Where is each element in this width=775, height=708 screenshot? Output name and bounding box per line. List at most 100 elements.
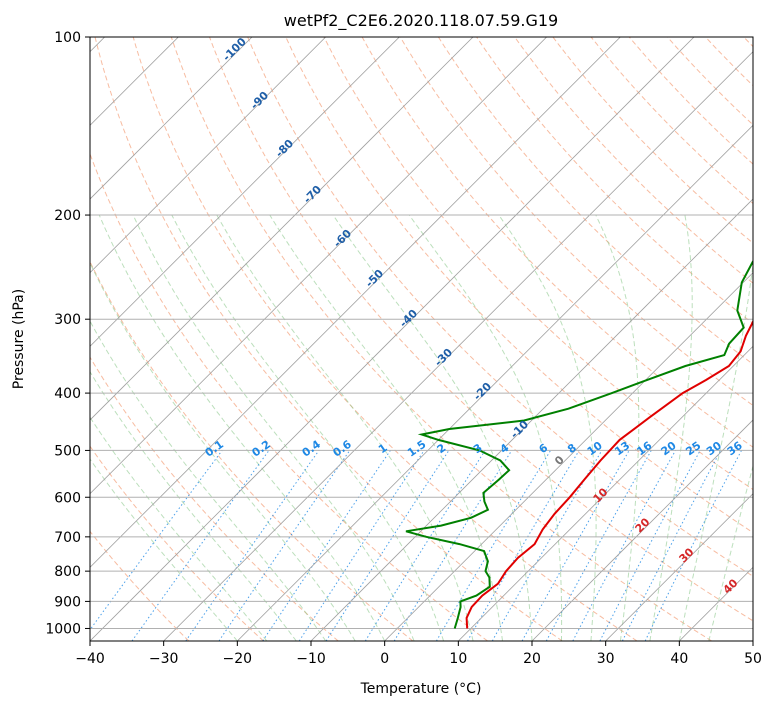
x-axis-ticks: −40 −30 −20 −10 0 10 20 30 40 50 — [75, 641, 762, 667]
isotherm-line — [384, 272, 753, 641]
dry-adiabat-label: -50 — [363, 267, 386, 290]
mixing-ratio-line — [599, 450, 701, 641]
isotherm-line — [531, 419, 753, 641]
moist-adiabat-line — [90, 261, 356, 641]
isotherm-line — [310, 198, 753, 641]
mixing-ratio-label: 0.2 — [250, 438, 273, 460]
dry-adiabat-line — [247, 37, 753, 577]
plot-frame — [89, 36, 754, 642]
moist-adiabat-label: 40 — [721, 576, 741, 596]
profile-line — [465, 319, 753, 629]
moist-adiabat-line — [498, 214, 597, 641]
mixing-ratio-label: 0.4 — [300, 438, 324, 460]
y-tick-label: 600 — [54, 490, 81, 506]
x-tick-label: 50 — [744, 651, 762, 667]
mixing-ratio-label: 16 — [634, 439, 654, 459]
y-tick-label: 1000 — [45, 621, 81, 637]
y-tick-label: 100 — [54, 30, 81, 46]
x-tick-label: −20 — [223, 651, 253, 667]
mixing-ratio-label: 10 — [585, 439, 605, 459]
mixing-ratio-line — [521, 450, 630, 641]
grid-lines — [90, 37, 753, 641]
mixing-ratio-label: 13 — [612, 439, 632, 458]
x-tick-label: −40 — [75, 651, 105, 667]
y-tick-label: 200 — [54, 208, 81, 224]
x-tick-label: 10 — [449, 651, 467, 667]
dry-adiabat-line — [705, 37, 753, 87]
x-tick-label: 40 — [670, 651, 688, 667]
isotherm-line — [90, 37, 695, 641]
y-tick-label: 500 — [54, 443, 81, 459]
isotherm-line — [457, 345, 753, 641]
mixing-ratio-line — [393, 450, 513, 641]
mixing-ratio-label: 30 — [704, 439, 724, 459]
moist-adiabat-line — [90, 370, 297, 641]
moist-adiabat-line — [90, 458, 238, 641]
moist-adiabat-line — [171, 214, 445, 641]
dry-adiabat-line — [743, 37, 753, 48]
dry-adiabat-label: -40 — [397, 307, 420, 330]
mixing-ratio-label: 0.6 — [331, 438, 355, 460]
dry-adiabat-line — [170, 37, 712, 641]
x-axis-label: Temperature (°C) — [360, 681, 482, 697]
x-tick-label: 0 — [380, 651, 389, 667]
x-tick-label: 20 — [523, 651, 541, 667]
mixing-ratio-line — [325, 450, 450, 641]
mixing-ratio-label: 1.5 — [405, 438, 428, 460]
isotherm-line — [90, 37, 179, 126]
chart-title: wetPf2_C2E6.2020.118.07.59.G19 — [284, 11, 558, 31]
dry-adiabat-label: -80 — [273, 137, 296, 160]
moist-adiabat-line — [90, 416, 268, 641]
moist-adiabat-line — [216, 214, 474, 641]
moist-adiabat-line — [90, 320, 327, 641]
dry-adiabat-line — [552, 37, 753, 244]
isotherm-line — [605, 493, 753, 641]
dry-adiabat-line — [590, 37, 753, 205]
mixing-ratio-label: 36 — [725, 439, 745, 459]
y-axis-ticks: 1000 900 800 700 600 500 400 300 200 100 — [45, 30, 90, 637]
dry-adiabat-line — [90, 356, 339, 641]
isotherm-line — [90, 37, 253, 200]
x-tick-label: −10 — [296, 651, 326, 667]
isotherm-line — [90, 37, 327, 274]
mixing-ratio-line — [467, 450, 580, 641]
mixing-ratio-line — [572, 450, 676, 641]
mixing-ratio-line — [435, 450, 552, 641]
mixing-ratio-label: 6 — [537, 441, 551, 456]
moist-adiabat-label: 10 — [591, 485, 611, 505]
dry-adiabat-label: -90 — [248, 89, 271, 112]
isotherm-line — [752, 640, 753, 641]
x-tick-label: −30 — [149, 651, 179, 667]
dry-adiabat-line — [132, 37, 638, 641]
x-tick-label: 30 — [597, 651, 615, 667]
mixing-ratio-label: 25 — [683, 439, 703, 458]
moist-adiabat-line — [595, 214, 640, 641]
profile-line — [405, 259, 753, 629]
mixing-ratio-line — [545, 450, 652, 641]
moist-adiabat-line — [269, 214, 503, 641]
mixing-ratio-label: 20 — [659, 439, 679, 459]
mixing-ratio-label: 2 — [435, 441, 449, 456]
moist-adiabat-line — [98, 214, 386, 641]
background-lines — [90, 37, 753, 641]
mixing-ratio-line — [218, 450, 351, 641]
dry-adiabat-line — [399, 37, 753, 407]
mixing-ratio-line — [491, 450, 603, 641]
isotherm-line — [90, 37, 474, 421]
isotherm-line — [90, 37, 621, 568]
moist-adiabat-line — [132, 214, 415, 641]
y-axis-label: Pressure (hPa) — [11, 289, 27, 389]
dry-adiabat-line — [90, 152, 488, 641]
moist-adiabat-line — [649, 214, 693, 641]
mixing-ratio-line — [131, 450, 270, 641]
dry-adiabat-line — [323, 37, 753, 491]
mixing-ratio-line — [644, 450, 742, 641]
dry-adiabat-line — [90, 530, 190, 641]
dry-adiabat-label: -20 — [471, 380, 494, 403]
plot-area: 0.1 0.2 0.4 0.6 1 1.5 2 3 4 6 8 10 13 16 20 25 30 36-100-… — [90, 37, 753, 641]
dry-adiabat-label: -30 — [432, 346, 455, 369]
dry-adiabat-line — [476, 37, 753, 325]
moist-adiabat-line — [678, 260, 753, 641]
mixing-ratio-line — [262, 450, 391, 641]
